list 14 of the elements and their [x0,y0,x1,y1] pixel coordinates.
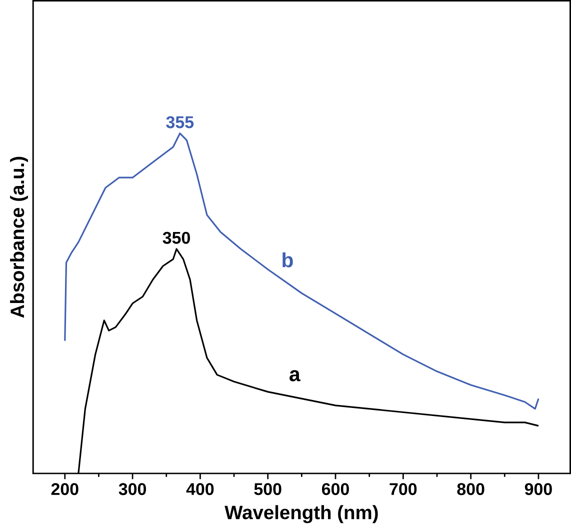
x-tick-label: 800 [457,483,484,496]
x-tick-label: 300 [118,483,146,496]
x-tick-label: 200 [51,483,78,496]
annotation: 350 [162,232,190,244]
series-label: a [290,370,300,382]
y-axis-title: Absorbance (a.u.) [10,156,28,318]
x-tick-label: 900 [524,483,552,496]
x-tick-label: 400 [186,483,214,496]
x-tick-label: 500 [254,483,282,496]
annotation: 355 [166,116,194,128]
x-tick-label: 700 [390,483,417,496]
x-tick-label: 600 [322,483,349,496]
series-label: b [282,252,293,268]
x-axis-title: Wavelength (nm) [224,505,378,524]
